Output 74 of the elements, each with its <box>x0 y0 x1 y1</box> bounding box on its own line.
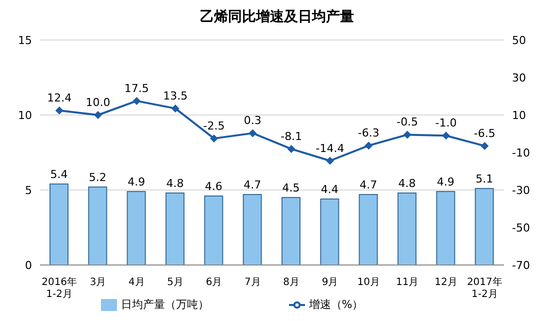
data-label: 4.7 <box>360 178 378 192</box>
legend-label: 日均产量（万吨） <box>120 298 209 312</box>
data-label: 4.4 <box>320 183 338 196</box>
bar <box>436 191 456 265</box>
data-label: 12.4 <box>47 92 72 104</box>
x-tick-label: 5月 <box>167 277 184 288</box>
chart-title: 乙烯同比增速及日均产量 <box>199 8 355 27</box>
point <box>287 144 296 153</box>
data-label: 5.2 <box>88 171 106 184</box>
data-label: -2.5 <box>203 119 225 132</box>
point <box>132 96 141 105</box>
bar <box>88 186 108 265</box>
data-label: 10.0 <box>86 96 110 109</box>
x-tick-label: 2016年 1-2月 <box>42 276 78 300</box>
data-label: 4.8 <box>398 177 416 190</box>
x-tick-label: 4月 <box>128 277 145 288</box>
bar <box>242 194 262 265</box>
point <box>442 132 450 140</box>
data-label: 5.4 <box>50 168 68 181</box>
bar <box>50 184 68 265</box>
x-tick-label: 3月 <box>90 277 106 288</box>
point <box>94 111 102 119</box>
bar <box>204 196 224 265</box>
data-label: 17.5 <box>124 82 149 95</box>
data-label: 5.1 <box>476 172 494 186</box>
point <box>480 142 489 150</box>
x-tick-label: 9月 <box>322 277 338 288</box>
point <box>55 106 64 114</box>
data-label: 0.3 <box>244 114 262 128</box>
y-tick-label: 0 <box>25 258 32 272</box>
x-tick-label: 10月 <box>357 277 380 288</box>
y-tick-label: 15 <box>18 34 32 47</box>
bar <box>166 192 184 265</box>
x-tick-label: 11月 <box>396 277 419 288</box>
data-label: 4.7 <box>244 178 262 192</box>
data-label: 4.9 <box>128 176 146 188</box>
x-tick-label: 6月 <box>206 277 222 288</box>
y2-tick-label: -10 <box>512 146 530 160</box>
data-label: -8.1 <box>280 130 302 143</box>
y2-tick-label: -30 <box>512 184 530 197</box>
data-label: 4.6 <box>204 180 222 193</box>
point <box>364 142 373 150</box>
data-label: -0.5 <box>396 116 418 129</box>
legend-label: 增速（%） <box>308 298 364 312</box>
y2-tick-label: -70 <box>512 258 530 272</box>
y2-tick-label: 50 <box>512 34 526 47</box>
y2-tick-label: -50 <box>512 221 530 234</box>
data-label: -14.4 <box>316 142 344 155</box>
point <box>403 130 412 139</box>
data-label: 4.9 <box>436 176 454 188</box>
x-tick-label: 8月 <box>283 277 300 288</box>
y2-tick-label: 30 <box>512 71 526 84</box>
data-label: 13.5 <box>163 89 188 102</box>
bar <box>126 191 146 265</box>
bar <box>320 198 340 265</box>
y2-tick-label: 10 <box>512 108 526 122</box>
bar <box>282 197 300 265</box>
x-tick-label: 2017年 1-2月 <box>466 276 502 300</box>
bar <box>358 194 378 265</box>
point <box>210 134 218 142</box>
y-tick-label: 10 <box>18 108 32 122</box>
y-tick-label: 5 <box>25 184 32 197</box>
point <box>248 129 257 138</box>
bar <box>398 192 416 265</box>
x-tick-label: 7月 <box>244 277 261 288</box>
data-label: 4.5 <box>282 182 300 194</box>
bar <box>474 188 494 265</box>
data-label: -6.5 <box>474 126 496 140</box>
data-label: -1.0 <box>435 116 457 130</box>
point <box>326 156 334 165</box>
data-label: 4.8 <box>166 177 184 190</box>
point <box>171 104 180 112</box>
data-label: -6.3 <box>358 126 380 140</box>
x-tick-label: 12月 <box>434 277 458 288</box>
